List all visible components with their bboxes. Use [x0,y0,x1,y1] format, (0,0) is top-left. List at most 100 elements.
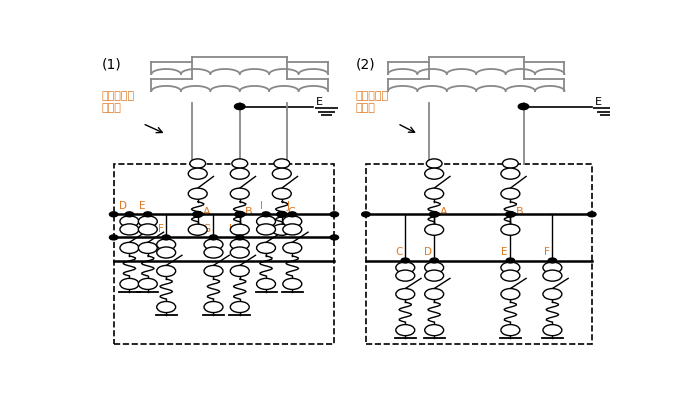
Circle shape [273,224,292,235]
Circle shape [231,168,250,179]
Circle shape [424,168,443,179]
Circle shape [231,266,250,276]
Circle shape [273,168,292,179]
Circle shape [204,247,223,258]
Circle shape [501,168,520,179]
Circle shape [283,216,302,227]
Text: (2): (2) [355,57,375,71]
Text: H: H [229,224,237,234]
Text: B: B [245,207,253,217]
Circle shape [188,188,207,199]
Circle shape [231,224,250,235]
Circle shape [262,212,271,217]
Circle shape [157,302,176,312]
Text: D: D [119,201,127,211]
Circle shape [543,270,562,281]
Circle shape [330,235,338,240]
Circle shape [424,188,443,199]
Circle shape [193,212,203,217]
Text: 배전판: 배전판 [355,104,375,114]
Circle shape [144,212,152,217]
Text: 분기회로용: 분기회로용 [102,91,135,101]
Circle shape [273,188,292,199]
Circle shape [231,247,250,258]
Circle shape [396,288,415,300]
Bar [114,164,334,344]
Circle shape [588,212,596,217]
Circle shape [330,212,338,217]
Circle shape [157,247,176,258]
Circle shape [424,270,443,281]
Circle shape [288,212,296,217]
Circle shape [283,224,302,235]
Circle shape [502,159,518,168]
Circle shape [188,168,207,179]
Circle shape [549,258,557,263]
Circle shape [256,278,275,290]
Circle shape [274,159,290,168]
Circle shape [204,302,223,312]
Bar [366,164,592,344]
Circle shape [235,212,245,217]
Text: E: E [139,201,145,211]
Text: (1): (1) [102,57,121,71]
Circle shape [235,235,244,240]
Circle shape [120,224,139,235]
Circle shape [396,324,415,336]
Circle shape [361,212,370,217]
Circle shape [162,235,170,240]
Circle shape [396,270,415,281]
Circle shape [501,188,520,199]
Circle shape [518,104,529,110]
Text: F: F [158,224,163,234]
Circle shape [204,239,223,250]
Circle shape [120,278,139,290]
Circle shape [138,242,157,254]
Circle shape [188,224,207,235]
Text: C: C [395,248,403,258]
Circle shape [138,224,157,235]
Text: E: E [316,97,323,107]
Circle shape [120,242,139,254]
Circle shape [157,239,176,250]
Circle shape [256,224,275,235]
Text: E: E [501,248,508,258]
Circle shape [543,262,562,273]
Circle shape [231,239,250,250]
Text: A: A [203,207,211,217]
Circle shape [109,235,118,240]
Circle shape [501,262,520,273]
Circle shape [235,104,245,110]
Text: J: J [287,201,290,211]
Circle shape [501,270,520,281]
Circle shape [283,278,302,290]
Circle shape [283,242,302,254]
Circle shape [543,288,562,300]
Circle shape [232,159,247,168]
Circle shape [235,212,245,217]
Text: E: E [595,97,601,107]
Circle shape [424,288,443,300]
Text: 분기회로용: 분기회로용 [355,91,388,101]
Text: 배전판: 배전판 [102,104,121,114]
Circle shape [426,159,442,168]
Circle shape [157,266,176,276]
Circle shape [193,212,203,217]
Circle shape [501,224,520,235]
Circle shape [506,258,515,263]
Circle shape [256,216,275,227]
Circle shape [430,258,439,263]
Text: D: D [424,248,432,258]
Circle shape [401,258,410,263]
Circle shape [231,302,250,312]
Circle shape [231,188,250,199]
Circle shape [190,159,205,168]
Circle shape [256,242,275,254]
Circle shape [277,212,287,217]
Circle shape [501,324,520,336]
Circle shape [210,235,218,240]
Circle shape [429,212,439,217]
Circle shape [138,278,157,290]
Circle shape [424,262,443,273]
Circle shape [125,212,134,217]
